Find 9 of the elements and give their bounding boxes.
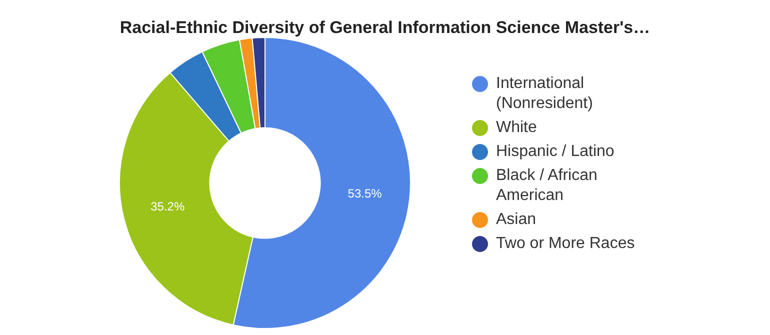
legend-label: Black / African American [496,166,598,206]
data-label: 35.2% [150,200,185,214]
legend-label: Asian [496,210,536,230]
legend-label: International (Nonresident) [496,74,594,114]
legend-label: White [496,118,537,138]
chart-title: Racial-Ethnic Diversity of General Information Science Master's… [118,18,652,38]
legend-label: Two or More Races [496,234,635,254]
legend-label: Hispanic / Latino [496,142,614,162]
data-label: 53.5% [348,186,382,200]
